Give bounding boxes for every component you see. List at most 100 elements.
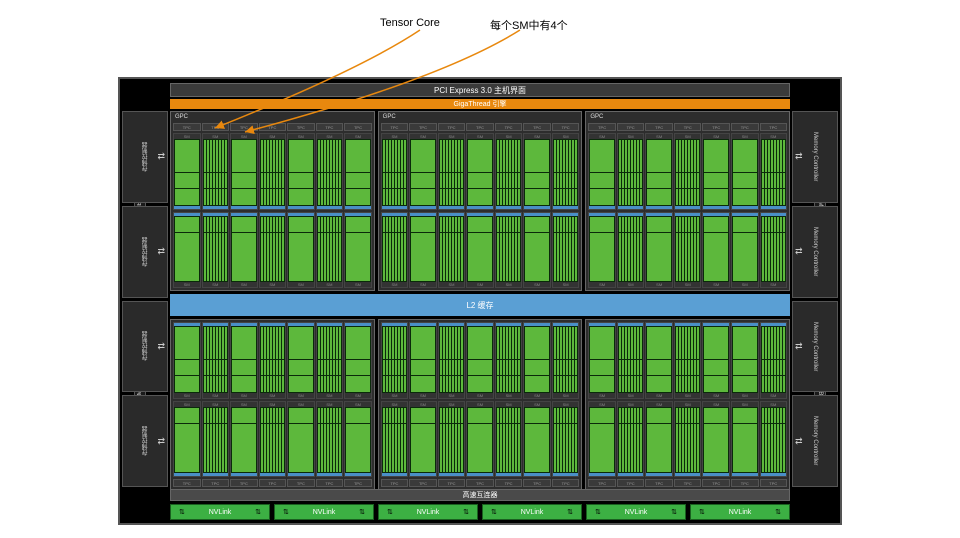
cuda-core [546, 156, 549, 172]
sm-block: SM [381, 133, 409, 210]
cuda-core [725, 440, 728, 456]
sm-block: SM [466, 133, 494, 210]
memctrl-col-right: Memory ControllerMemory ControllerMemory… [792, 111, 838, 487]
cuda-core [404, 360, 407, 376]
tpc-label: TPC [645, 479, 673, 487]
cuda-core [196, 265, 199, 281]
cuda-core [725, 140, 728, 156]
cuda-core [754, 327, 757, 343]
cuda-core [725, 360, 728, 376]
cuda-core [282, 217, 285, 233]
cuda-core [575, 440, 578, 456]
sm-block: SM [202, 133, 230, 210]
cuda-core [640, 456, 643, 472]
sm-block: SM [645, 401, 673, 478]
cuda-core [754, 343, 757, 359]
cuda-core [404, 343, 407, 359]
sm-block: SM [552, 133, 580, 210]
cuda-core [668, 424, 671, 440]
cuda-core [367, 440, 370, 456]
cuda-core [575, 343, 578, 359]
cuda-core [518, 424, 521, 440]
cuda-core [783, 249, 786, 265]
sm-block: SM [381, 322, 409, 399]
cuda-core [640, 424, 643, 440]
cuda-core [339, 327, 342, 343]
tpc-label: TPC [287, 479, 315, 487]
cuda-core [725, 408, 728, 424]
memory-controller: 存储控制器 [122, 111, 168, 203]
cuda-core [282, 173, 285, 189]
sm-block: SM [381, 401, 409, 478]
tpc-label: TPC [702, 123, 730, 131]
tpc-label: TPC [381, 479, 409, 487]
cuda-core [754, 456, 757, 472]
cuda-core [310, 408, 313, 424]
tpc-label: TPC [316, 123, 344, 131]
cuda-core [339, 456, 342, 472]
cuda-core [668, 327, 671, 343]
cuda-core [310, 424, 313, 440]
cuda-core [339, 156, 342, 172]
cuda-core [783, 408, 786, 424]
sm-block: SM [259, 401, 287, 478]
cuda-core [697, 189, 700, 205]
cuda-core [339, 343, 342, 359]
nvlink-block: NVLink [378, 504, 478, 520]
cuda-core [640, 173, 643, 189]
cuda-core [697, 173, 700, 189]
cuda-core [640, 440, 643, 456]
sm-block: SM [702, 133, 730, 210]
memctrl-col-left: 存储控制器存储控制器存储控制器存储控制器 [122, 111, 168, 487]
cuda-core [404, 265, 407, 281]
cuda-core [339, 173, 342, 189]
sm-block: SM [316, 212, 344, 289]
cuda-core [225, 424, 228, 440]
cuda-core [339, 360, 342, 376]
memory-controller: Memory Controller [792, 395, 838, 487]
cuda-core [640, 376, 643, 392]
sm-block: SM [523, 322, 551, 399]
cuda-core [404, 233, 407, 249]
cuda-core [546, 249, 549, 265]
cuda-core [367, 189, 370, 205]
cuda-core [253, 173, 256, 189]
tpc-label: TPC [588, 123, 616, 131]
cuda-core [575, 265, 578, 281]
cuda-core [546, 456, 549, 472]
tpc-label: TPC [645, 123, 673, 131]
annotation-left: Tensor Core [380, 17, 440, 29]
cuda-core [668, 456, 671, 472]
cuda-core [339, 376, 342, 392]
sm-block: SM [760, 133, 788, 210]
cuda-core [697, 140, 700, 156]
tpc-label: TPC [702, 479, 730, 487]
cuda-core [546, 233, 549, 249]
tpc-label: TPC [409, 479, 437, 487]
tpc-label: TPC [173, 479, 201, 487]
cuda-core [432, 140, 435, 156]
cuda-core [432, 189, 435, 205]
cuda-core [367, 249, 370, 265]
cuda-core [253, 233, 256, 249]
sm-block: SM [495, 212, 523, 289]
cuda-core [196, 343, 199, 359]
cuda-core [282, 140, 285, 156]
sm-block: SM [523, 133, 551, 210]
cuda-core [668, 233, 671, 249]
cuda-core [518, 140, 521, 156]
tpc-label: TPC [259, 479, 287, 487]
sm-block: SM [438, 401, 466, 478]
sm-block: SM [588, 212, 616, 289]
sm-block: SM [495, 322, 523, 399]
sm-block: SM [287, 401, 315, 478]
cuda-core [518, 408, 521, 424]
memory-controller: Memory Controller [792, 111, 838, 203]
cuda-core [196, 360, 199, 376]
cuda-core [697, 440, 700, 456]
cuda-core [783, 376, 786, 392]
cuda-core [668, 360, 671, 376]
cuda-core [432, 327, 435, 343]
cuda-core [668, 265, 671, 281]
cuda-core [310, 189, 313, 205]
